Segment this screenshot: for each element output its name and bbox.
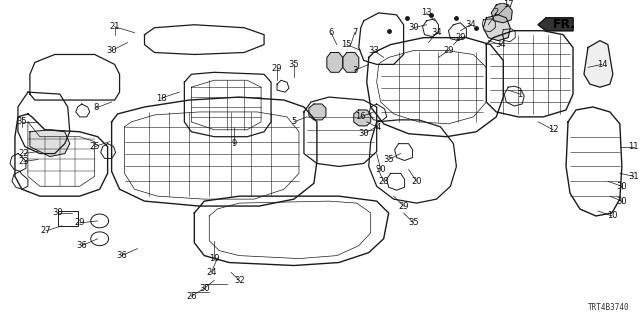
- Text: 4: 4: [376, 123, 381, 132]
- Text: 36: 36: [76, 241, 87, 250]
- Text: 5: 5: [291, 117, 296, 126]
- Text: 30: 30: [199, 284, 210, 293]
- Text: 27: 27: [40, 226, 51, 235]
- Text: 7: 7: [352, 28, 358, 37]
- Text: 34: 34: [431, 28, 442, 37]
- Text: 26: 26: [186, 292, 196, 301]
- Text: 29: 29: [272, 64, 282, 73]
- Text: 30: 30: [616, 196, 627, 206]
- Text: 23: 23: [19, 157, 29, 166]
- Polygon shape: [309, 104, 326, 120]
- Polygon shape: [584, 41, 613, 87]
- Text: 30: 30: [376, 165, 386, 174]
- Text: 29: 29: [443, 46, 454, 55]
- Text: 32: 32: [234, 276, 244, 285]
- Text: 33: 33: [369, 46, 379, 55]
- Text: 29: 29: [74, 219, 85, 228]
- Text: 9: 9: [232, 139, 237, 148]
- Text: 30: 30: [106, 46, 117, 55]
- Polygon shape: [483, 15, 510, 41]
- Polygon shape: [343, 52, 359, 72]
- Polygon shape: [354, 110, 371, 126]
- Text: 13: 13: [421, 8, 432, 17]
- Text: 30: 30: [358, 129, 369, 138]
- Polygon shape: [327, 52, 343, 72]
- Text: 10: 10: [607, 212, 617, 220]
- Text: 30: 30: [52, 209, 63, 218]
- Text: 22: 22: [19, 149, 29, 158]
- Text: 17: 17: [503, 0, 513, 10]
- Text: 25: 25: [90, 142, 100, 151]
- Text: 35: 35: [289, 60, 300, 69]
- Text: 35: 35: [383, 155, 394, 164]
- Text: 29: 29: [455, 33, 466, 42]
- Text: 16: 16: [355, 112, 366, 121]
- Text: 24: 24: [206, 268, 216, 277]
- Polygon shape: [30, 130, 70, 156]
- Text: TRT4B3740: TRT4B3740: [588, 303, 630, 312]
- Text: 18: 18: [156, 93, 167, 103]
- Text: 19: 19: [209, 254, 220, 263]
- Polygon shape: [492, 3, 512, 23]
- Text: 12: 12: [548, 125, 558, 134]
- Polygon shape: [538, 18, 573, 31]
- Text: 30: 30: [616, 182, 627, 191]
- Text: 20: 20: [412, 177, 422, 186]
- Text: 31: 31: [628, 172, 639, 181]
- Text: 35: 35: [408, 219, 419, 228]
- Text: 30: 30: [408, 23, 419, 32]
- Text: 15: 15: [342, 40, 352, 49]
- Text: 28: 28: [378, 177, 389, 186]
- Text: 11: 11: [628, 142, 639, 151]
- Text: 34: 34: [495, 40, 506, 49]
- Text: 6: 6: [328, 28, 333, 37]
- Text: 14: 14: [596, 60, 607, 69]
- Text: 34: 34: [465, 20, 476, 29]
- Text: 8: 8: [93, 103, 99, 112]
- Text: 1: 1: [518, 90, 523, 99]
- Text: 2: 2: [493, 8, 499, 17]
- Text: 21: 21: [109, 22, 120, 31]
- Text: 36: 36: [116, 251, 127, 260]
- Text: 3: 3: [352, 66, 358, 75]
- Text: 29: 29: [398, 202, 409, 211]
- Text: FR.: FR.: [553, 18, 576, 31]
- Text: 35: 35: [17, 117, 28, 126]
